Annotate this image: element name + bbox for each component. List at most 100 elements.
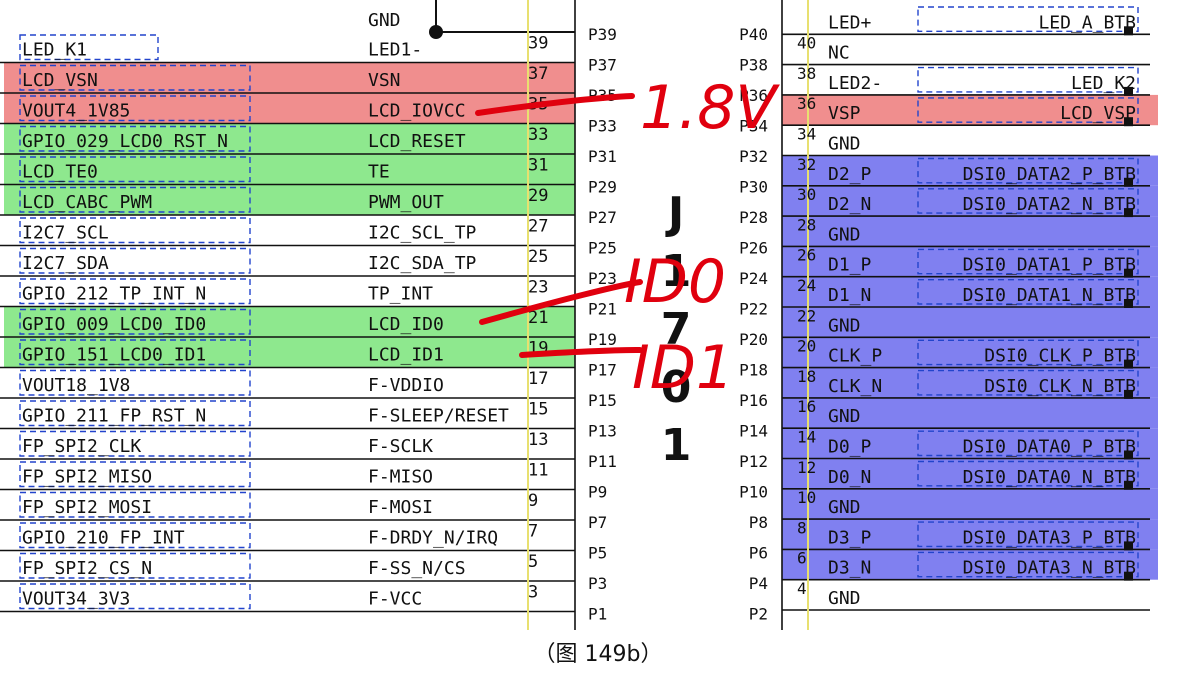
right-row-highlight [782, 549, 1158, 580]
net-terminal [1124, 450, 1133, 460]
net-terminal [1124, 177, 1133, 187]
right-pin-number: 4 [797, 579, 807, 598]
left-pad-label: P17 [588, 361, 617, 380]
net-label-box [19, 552, 251, 579]
left-pad-label: P25 [588, 239, 617, 258]
connector-designator-char: 0 [661, 362, 692, 413]
right-net-label: DSI0_DATA1_N_BTB [963, 285, 1136, 306]
right-pad-label: P28 [739, 208, 768, 227]
left-pin-number: 21 [528, 308, 548, 328]
right-signal-label: LED+ [828, 12, 872, 33]
left-pad-label: P13 [588, 422, 617, 441]
left-pad-label: P7 [588, 513, 607, 532]
left-net-label: I2C7_SCL [22, 223, 109, 244]
right-pin-number: 28 [797, 215, 816, 234]
right-net-label: DSI0_DATA0_P_BTB [963, 437, 1136, 458]
left-row-highlight [4, 184, 575, 215]
left-net-label: GPIO_151_LCD0_ID1 [22, 345, 206, 366]
right-pin-number: 38 [797, 64, 816, 83]
left-pad-label: P29 [588, 178, 617, 197]
left-net-label: LED_K1 [22, 40, 87, 61]
right-row-highlight [782, 94, 1158, 126]
left-row-highlight [4, 337, 575, 368]
left-signal-label: LCD_RESET [368, 131, 466, 152]
right-pin-number: 26 [797, 246, 816, 265]
figure-caption: （图 149b） [533, 642, 663, 667]
left-signal-label: LCD_ID0 [368, 314, 444, 335]
right-signal-label: D0_N [828, 467, 871, 488]
right-signal-label: D2_N [828, 194, 871, 215]
annotation-stroke-id0 [479, 279, 643, 325]
right-pad-label: P30 [739, 178, 768, 197]
net-terminal [1124, 26, 1133, 36]
net-label-box [19, 217, 251, 244]
annotation-1v8-text: 1.8V [640, 73, 780, 143]
right-net-label: DSI0_CLK_N_BTB [984, 376, 1136, 397]
right-signal-label: D3_P [828, 527, 872, 548]
right-signal-label: LED2- [828, 73, 882, 94]
net-label-box [917, 66, 1139, 93]
net-label-box [19, 400, 251, 427]
left-signal-label: F-SS_N/CS [368, 558, 466, 579]
left-pad-label: P19 [588, 330, 617, 349]
left-signal-label: F-DRDY_N/IRQ [368, 528, 498, 549]
right-pad-label: P14 [739, 422, 768, 441]
net-label-box [917, 97, 1139, 123]
left-row-highlight [4, 123, 575, 154]
net-label-box [19, 430, 251, 457]
net-label-box [917, 339, 1139, 366]
right-pad-label: P16 [739, 391, 768, 410]
left-net-label: GPIO_029_LCD0_RST_N [22, 131, 228, 152]
right-signal-label: GND [828, 497, 861, 518]
right-signal-label: NC [828, 43, 850, 64]
right-net-label: DSI0_DATA1_P_BTB [963, 255, 1136, 276]
right-pin-number: 12 [797, 458, 816, 477]
right-signal-label: D3_N [828, 558, 871, 579]
right-pin-number: 30 [797, 185, 816, 204]
net-label-box [19, 308, 251, 335]
right-pad-label: P36 [739, 86, 768, 105]
left-pin-number: 37 [528, 64, 548, 84]
handwritten-annotations: 1.8V ID0 ID1 [475, 73, 780, 403]
right-pad-label: P20 [739, 330, 768, 349]
left-pad-label: P39 [588, 25, 617, 44]
net-label-box [917, 188, 1139, 214]
net-terminal [1124, 541, 1133, 551]
net-label-box [19, 156, 251, 183]
annotation-stroke-1v8 [475, 93, 635, 116]
net-label-box [917, 248, 1139, 275]
right-row-highlight [782, 155, 1158, 186]
net-terminal [1124, 117, 1133, 127]
left-signal-label: LCD_IOVCC [368, 101, 466, 122]
wire-layer [0, 0, 1150, 630]
right-pin-number: 36 [797, 94, 816, 113]
left-net-label: FP_SPI2_MOSI [22, 497, 152, 518]
left-pad-label: P5 [588, 544, 607, 563]
right-pad-label: P24 [739, 269, 768, 288]
left-pin-number: 3 [528, 583, 538, 603]
right-signal-label: GND [828, 224, 861, 245]
right-net-label: DSI0_CLK_P_BTB [984, 346, 1136, 367]
connector-designator-char: 1 [661, 246, 692, 297]
left-pad-label: P27 [588, 208, 617, 227]
left-signal-label: PWM_OUT [368, 192, 444, 213]
left-pin-number: 31 [528, 156, 548, 176]
net-terminal [1124, 571, 1133, 581]
right-signal-label: D1_N [828, 285, 871, 306]
left-signal-label: F-SLEEP/RESET [368, 406, 509, 427]
right-row-highlight [782, 397, 1158, 429]
left-net-label: FP_SPI2_MISO [22, 467, 152, 488]
left-signal-label: I2C_SCL_TP [368, 223, 477, 244]
right-row-highlight [782, 337, 1158, 368]
right-pin-number: 20 [797, 337, 816, 356]
left-signal-label: I2C_SDA_TP [368, 253, 477, 274]
right-row-highlight [782, 519, 1158, 550]
left-pin-number: 7 [528, 522, 538, 542]
right-pin-number: 10 [797, 488, 816, 507]
net-label-box [19, 278, 251, 305]
right-row-highlight [782, 276, 1158, 307]
left-pad-label: P21 [588, 300, 617, 319]
net-label-box [19, 125, 251, 152]
right-row-highlight [782, 307, 1158, 338]
